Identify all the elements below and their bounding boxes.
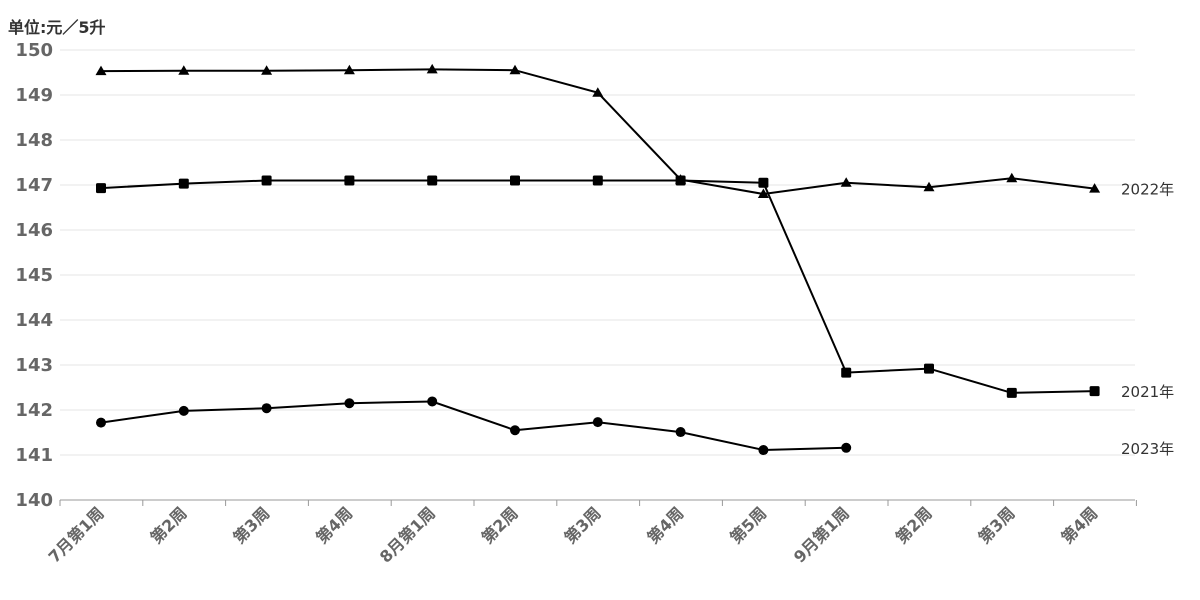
- y-tick-label: 141: [15, 445, 53, 466]
- data-point-circle: [261, 403, 272, 414]
- data-point-square: [592, 175, 603, 186]
- data-point-circle: [592, 417, 603, 428]
- data-point-square: [924, 363, 934, 374]
- y-tick-label: 148: [15, 130, 53, 151]
- data-point-triangle: [1089, 183, 1101, 193]
- data-point-triangle: [840, 177, 852, 187]
- data-point-circle: [427, 396, 438, 407]
- data-point-triangle: [509, 64, 521, 75]
- data-point-circle: [758, 445, 769, 456]
- x-tick-label: 第2周: [147, 503, 191, 547]
- data-point-square: [96, 183, 106, 194]
- data-point-triangle: [343, 64, 355, 75]
- series-label: 2022年: [1121, 181, 1174, 199]
- y-tick-label: 147: [15, 175, 53, 196]
- data-point-square: [841, 367, 852, 378]
- data-point-square: [1089, 386, 1100, 397]
- data-point-triangle: [1006, 172, 1018, 183]
- data-point-triangle: [923, 181, 935, 192]
- data-point-triangle: [426, 63, 438, 74]
- x-tick-label: 第2周: [478, 503, 522, 547]
- x-tick-label: 第2周: [892, 503, 936, 547]
- y-unit-label: 单位:元／5升: [8, 18, 106, 37]
- y-tick-label: 144: [15, 310, 53, 331]
- data-point-square: [758, 177, 769, 188]
- x-tick-label: 9月第1周: [790, 503, 853, 566]
- data-point-circle: [510, 425, 520, 436]
- data-point-square: [1006, 387, 1017, 398]
- y-tick-label: 142: [15, 400, 53, 421]
- y-tick-label: 146: [15, 220, 53, 241]
- x-tick-label: 8月第1周: [376, 503, 439, 566]
- data-point-triangle: [592, 87, 604, 97]
- y-tick-label: 140: [15, 490, 53, 511]
- x-tick-label: 第3周: [561, 503, 605, 547]
- x-tick-label: 第5周: [726, 503, 770, 547]
- x-tick-label: 第4周: [1057, 503, 1101, 547]
- x-tick-label: 第4周: [312, 503, 356, 547]
- data-point-triangle: [95, 65, 107, 76]
- data-point-square: [261, 175, 272, 186]
- series-line-2021年: [100, 179, 1095, 394]
- data-point-square: [675, 175, 686, 186]
- series-label: 2023年: [1121, 440, 1174, 458]
- data-point-square: [427, 175, 438, 186]
- data-point-circle: [675, 427, 686, 438]
- data-point-square: [344, 175, 355, 186]
- data-point-circle: [344, 398, 355, 409]
- y-tick-label: 143: [15, 355, 53, 376]
- data-point-circle: [841, 442, 852, 453]
- data-point-triangle: [261, 65, 273, 75]
- series-line-2023年: [100, 400, 847, 452]
- data-point-square: [178, 178, 189, 189]
- data-point-square: [510, 175, 520, 186]
- x-tick-label: 第4周: [643, 503, 687, 547]
- data-point-triangle: [757, 188, 769, 198]
- y-tick-label: 150: [15, 40, 53, 61]
- data-point-triangle: [178, 65, 190, 75]
- data-point-circle: [96, 417, 106, 428]
- x-tick-label: 第3周: [975, 503, 1019, 547]
- x-tick-label: 第3周: [229, 503, 273, 547]
- y-tick-label: 145: [15, 265, 53, 286]
- series-label: 2021年: [1121, 383, 1174, 401]
- x-tick-label: 7月第1周: [45, 503, 108, 566]
- data-point-circle: [178, 405, 189, 416]
- y-tick-label: 149: [15, 85, 53, 106]
